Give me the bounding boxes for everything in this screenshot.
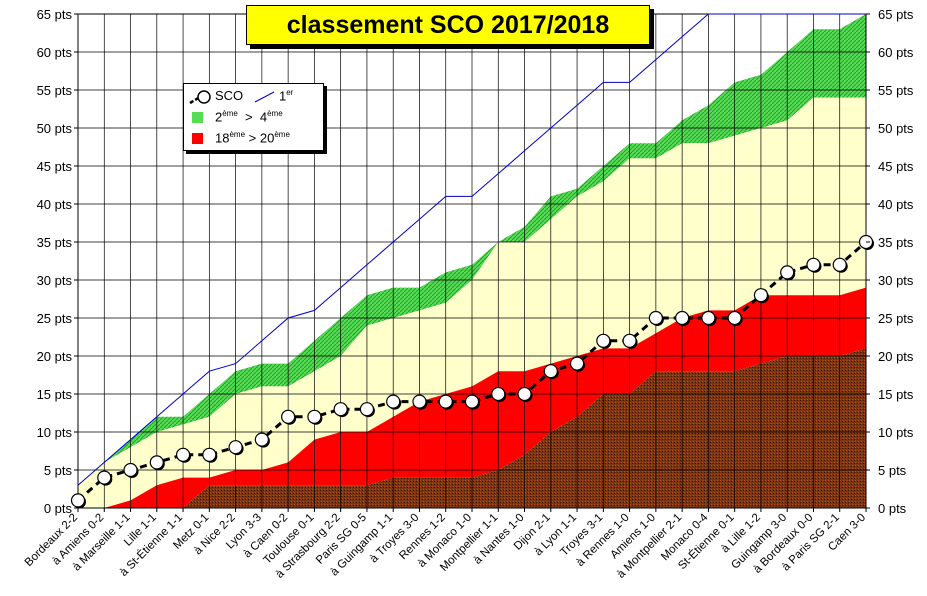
- chart-title: classement SCO 2017/2018: [286, 10, 610, 39]
- y-axis-left: 0 pts 5 pts 10 pts 15 pts 20 pts 25 pts 30 pts…: [37, 7, 78, 516]
- sco-point: [648, 310, 663, 326]
- sco-point: [517, 386, 532, 402]
- y-tick-label-right: 5 pts: [878, 463, 907, 478]
- sco-point: [202, 447, 217, 462]
- legend-eighteenth-twentieth: 18ème > 20ème: [215, 130, 290, 146]
- legend-sco: SCO: [215, 88, 244, 103]
- y-tick-label-right: 35 pts: [878, 235, 914, 250]
- sco-point: [281, 409, 296, 424]
- y-tick-label-left: 50 pts: [37, 121, 73, 136]
- sco-point: [464, 394, 480, 409]
- sco-point: [675, 310, 690, 326]
- y-tick-label-right: 50 pts: [878, 121, 914, 136]
- sco-point: [727, 310, 742, 326]
- y-tick-label-left: 10 pts: [37, 425, 73, 440]
- series-line-first: [77, 13, 866, 486]
- sco-point: [70, 493, 86, 508]
- sco-point: [806, 257, 821, 272]
- y-tick-label-right: 15 pts: [878, 387, 914, 402]
- sco-point: [333, 402, 348, 417]
- sco-point: [438, 394, 453, 409]
- y-tick-label-left: 40 pts: [37, 197, 73, 212]
- red-swatch-icon: [192, 133, 203, 144]
- y-tick-label-right: 25 pts: [878, 311, 914, 326]
- y-tick-label-right: 40 pts: [878, 197, 914, 212]
- sco-point: [596, 333, 611, 348]
- sco-point: [386, 394, 401, 409]
- series-lines: [70, 13, 874, 509]
- y-tick-label-left: 25 pts: [37, 311, 73, 326]
- sco-point: [832, 257, 847, 272]
- legend-second-fourth: 2ème > 4ème: [215, 109, 283, 125]
- y-tick-label-left: 20 pts: [37, 349, 73, 364]
- y-tick-label-left: 5 pts: [44, 463, 73, 478]
- y-tick-label-right: 45 pts: [878, 159, 914, 174]
- sco-point: [307, 409, 322, 424]
- sco-point: [97, 470, 112, 485]
- sco-point: [701, 310, 716, 326]
- legend: SCO 1er 2ème > 4ème 18ème > 20ème: [183, 83, 324, 151]
- sco-point: [622, 333, 637, 348]
- area-second-fourth: [78, 14, 866, 486]
- y-tick-label-left: 60 pts: [37, 45, 73, 60]
- sco-point: [412, 394, 427, 409]
- y-tick-label-right: 0 pts: [878, 501, 907, 516]
- y-tick-label-left: 35 pts: [37, 235, 73, 250]
- sco-point: [543, 364, 558, 379]
- sco-point: [254, 432, 269, 447]
- area-twentieth: [78, 348, 866, 508]
- y-tick-label-left: 55 pts: [37, 83, 73, 98]
- sco-point: [175, 447, 191, 462]
- sco-point: [780, 265, 795, 280]
- grid-lines: [77, 13, 867, 509]
- sco-point: [149, 455, 164, 470]
- sco-point: [753, 288, 769, 303]
- y-tick-label-right: 20 pts: [878, 349, 914, 364]
- chart-title-box: classement SCO 2017/2018: [246, 5, 650, 45]
- x-axis: Bordeaux 2-2à Amiens 0-2à Marseille 1-1L…: [23, 508, 868, 581]
- first-line-icon: [254, 91, 275, 103]
- y-tick-label-left: 65 pts: [37, 7, 73, 22]
- y-tick-label-right: 55 pts: [878, 83, 914, 98]
- y-tick-label-left: 30 pts: [37, 273, 73, 288]
- sco-marker-icon: [189, 90, 211, 105]
- y-axis-right: 0 pts 5 pts 10 pts 15 pts 20 pts 25 pts 30 pts…: [866, 7, 914, 516]
- y-tick-label-left: 0 pts: [44, 501, 73, 516]
- y-tick-label-right: 30 pts: [878, 273, 914, 288]
- sco-point: [491, 386, 506, 402]
- legend-first: 1er: [279, 88, 294, 104]
- sco-point: [228, 440, 243, 455]
- y-tick-label-left: 15 pts: [37, 387, 73, 402]
- sco-point: [569, 356, 585, 371]
- y-tick-label-right: 10 pts: [878, 425, 914, 440]
- y-tick-label-right: 60 pts: [878, 45, 914, 60]
- green-swatch-icon: [192, 112, 203, 123]
- y-tick-label-right: 65 pts: [878, 7, 914, 22]
- sco-point: [123, 462, 138, 478]
- sco-point: [359, 402, 375, 417]
- y-tick-label-left: 45 pts: [37, 159, 73, 174]
